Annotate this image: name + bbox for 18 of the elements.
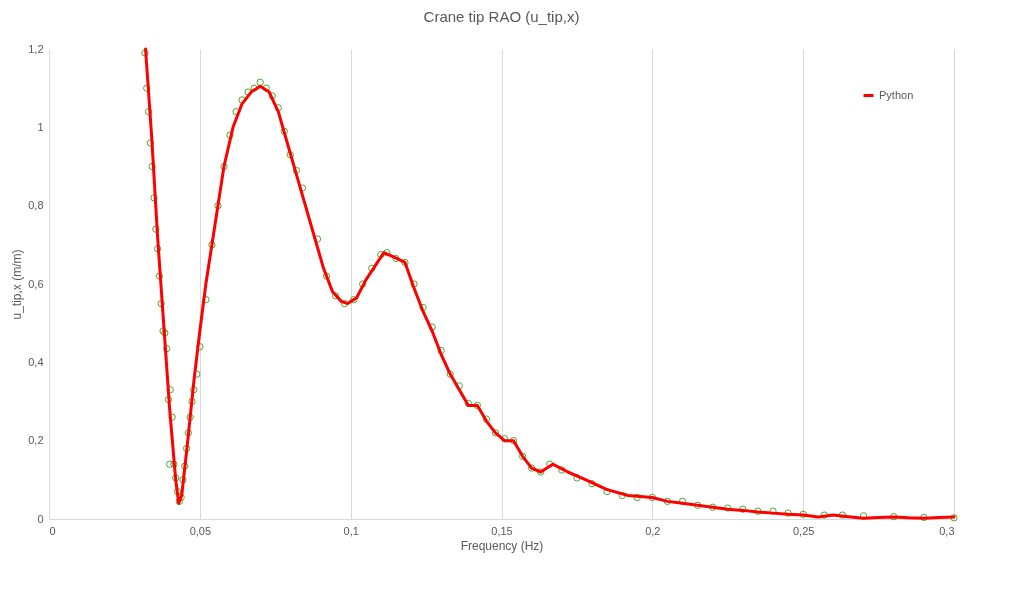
x-tick-label: 0,1 [343,524,359,537]
x-tick-label: 0,3 [939,524,955,537]
y-tick-label: 0,2 [28,434,44,447]
x-tick-label: 0,05 [189,524,212,537]
x-tick-label: 0,2 [645,524,661,537]
y-tick-label: 0 [37,512,44,525]
y-tick-label: 1,2 [28,42,44,55]
x-tick-label: 0,15 [491,524,513,537]
chart-title: Crane tip RAO (u_tip,x) [423,8,580,25]
legend-label: Python [879,88,914,101]
y-tick-label: 0,6 [28,277,44,290]
y-tick-label: 0,4 [28,355,44,368]
x-tick-label: 0,25 [792,524,815,537]
x-tick-label: 0 [49,524,56,537]
y-axis-title: u_tip,x (m/m) [10,249,25,320]
y-tick-label: 0,8 [28,199,44,212]
x-axis-title: Frequency (Hz) [460,538,544,553]
y-tick-label: 1 [37,120,44,133]
